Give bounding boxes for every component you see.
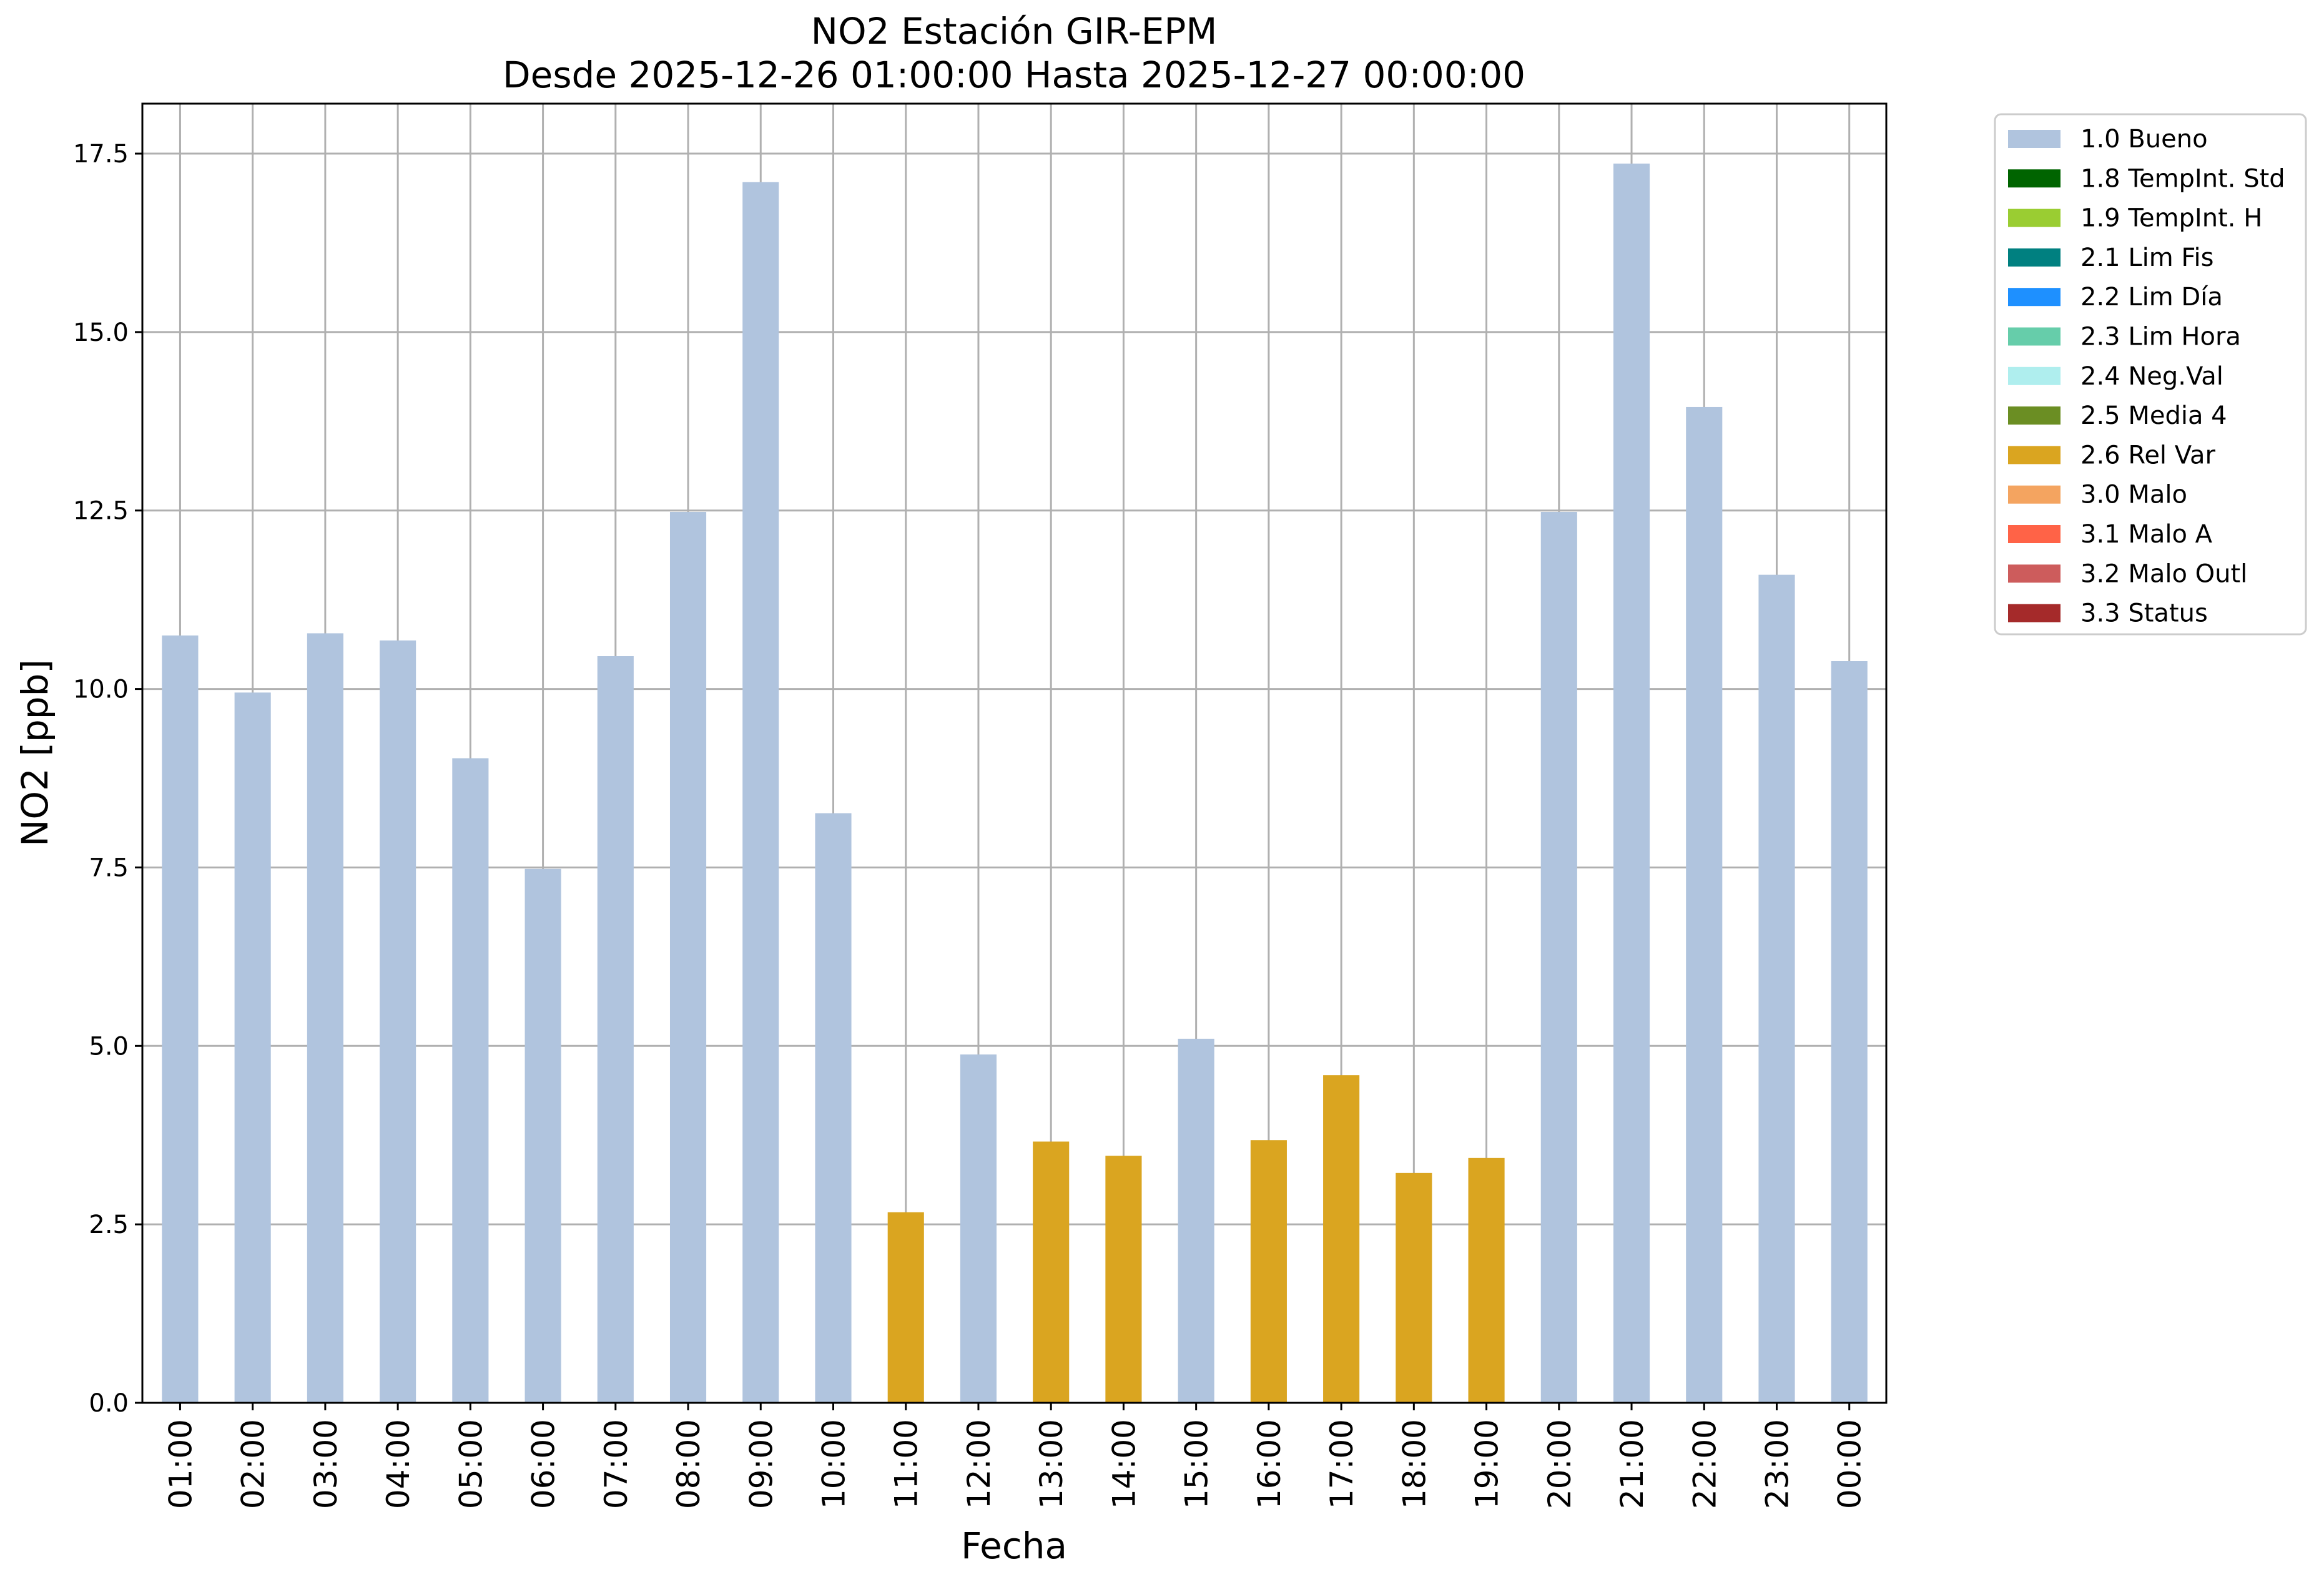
legend-swatch <box>2008 406 2061 425</box>
legend-entries: 1.0 Bueno 1.8 TempInt. Std 1.9 TempInt. H 2… <box>2008 125 2285 628</box>
legend-swatch <box>2008 525 2061 543</box>
x-tick-label: 02:00 <box>235 1419 272 1509</box>
legend-label: 2.1 Lim Fis <box>2080 243 2213 272</box>
x-tick-label: 03:00 <box>308 1419 344 1509</box>
x-tick-label: 10:00 <box>816 1419 852 1509</box>
y-tick-label: 0.0 <box>89 1389 129 1418</box>
x-tick-label: 00:00 <box>1832 1419 1868 1509</box>
bar-12:00 <box>960 1054 997 1403</box>
x-tick-label: 16:00 <box>1251 1419 1288 1509</box>
bar-03:00 <box>307 633 343 1403</box>
bars <box>162 164 1868 1403</box>
x-tick-label: 22:00 <box>1686 1419 1723 1509</box>
legend-label: 1.0 Bueno <box>2080 125 2208 154</box>
bar-01:00 <box>162 635 199 1403</box>
legend-swatch <box>2008 169 2061 188</box>
y-tick-label: 15.0 <box>73 318 129 347</box>
bar-07:00 <box>597 656 634 1403</box>
legend-label: 2.5 Media 4 <box>2080 401 2227 430</box>
legend-swatch <box>2008 366 2061 385</box>
bar-19:00 <box>1468 1157 1505 1403</box>
y-tick-label: 10.0 <box>73 676 129 704</box>
x-tick-label: 09:00 <box>743 1419 779 1509</box>
bar-04:00 <box>380 640 416 1403</box>
x-tick-label: 19:00 <box>1469 1419 1505 1509</box>
bar-08:00 <box>669 512 707 1403</box>
x-tick-label: 11:00 <box>889 1419 925 1509</box>
legend-swatch <box>2008 248 2061 267</box>
bar-14:00 <box>1105 1156 1142 1403</box>
x-tick-label: 17:00 <box>1324 1419 1360 1509</box>
bar-09:00 <box>742 182 779 1403</box>
chart-subtitle: Desde 2025-12-26 01:00:00 Hasta 2025-12-… <box>503 54 1525 96</box>
legend-label: 2.2 Lim Día <box>2080 283 2223 312</box>
x-tick-label: 07:00 <box>598 1419 634 1509</box>
legend-swatch <box>2008 327 2061 346</box>
y-axis-label: NO2 [ppb] <box>14 659 56 847</box>
legend-label: 2.6 Rel Var <box>2080 441 2216 469</box>
x-tick-label: 15:00 <box>1179 1419 1215 1509</box>
legend-label: 1.8 TempInt. Std <box>2080 164 2285 193</box>
legend-swatch <box>2008 288 2061 307</box>
x-tick-label: 08:00 <box>671 1419 707 1509</box>
legend-frame <box>1994 113 2307 636</box>
bar-13:00 <box>1033 1141 1070 1403</box>
x-tick-label: 21:00 <box>1614 1419 1650 1509</box>
x-tick-label: 01:00 <box>162 1419 199 1509</box>
y-tick-label: 2.5 <box>89 1211 129 1239</box>
legend-label: 2.3 Lim Hora <box>2080 323 2241 351</box>
legend-swatch <box>2008 604 2061 622</box>
bar-20:00 <box>1540 512 1577 1403</box>
bar-16:00 <box>1250 1140 1287 1403</box>
x-tick-label: 04:00 <box>380 1419 416 1509</box>
bar-10:00 <box>815 813 852 1403</box>
bar-22:00 <box>1686 406 1723 1403</box>
legend-swatch <box>2008 130 2061 148</box>
bar-17:00 <box>1323 1075 1360 1403</box>
legend-label: 3.1 Malo A <box>2080 520 2213 549</box>
bar-05:00 <box>452 758 489 1403</box>
y-tick-label: 12.5 <box>73 497 129 526</box>
legend-label: 3.3 Status <box>2080 599 2208 628</box>
chart-title: NO2 Estación GIR-EPM <box>811 10 1218 52</box>
x-tick-label: 18:00 <box>1396 1419 1432 1509</box>
bar-00:00 <box>1831 661 1868 1403</box>
bar-15:00 <box>1178 1038 1214 1403</box>
plot-frame <box>141 102 1888 1404</box>
x-axis-label: Fecha <box>961 1525 1067 1567</box>
x-tick-label: 20:00 <box>1542 1419 1578 1509</box>
x-tick-label: 23:00 <box>1759 1419 1795 1509</box>
bar-11:00 <box>887 1212 924 1403</box>
legend-label: 3.0 Malo <box>2080 481 2187 509</box>
bar-21:00 <box>1613 164 1650 1403</box>
bar-18:00 <box>1396 1172 1432 1403</box>
legend-swatch <box>2008 485 2061 504</box>
y-tick-label: 7.5 <box>89 853 129 882</box>
legend-swatch <box>2008 446 2061 464</box>
y-axis-ticks: 0.0 2.5 5.0 7.5 10.0 12.5 15.0 17.5 <box>73 140 142 1418</box>
bar-02:00 <box>234 692 271 1403</box>
x-tick-label: 12:00 <box>961 1419 997 1509</box>
x-tick-label: 06:00 <box>526 1419 562 1509</box>
x-axis-ticks: 01:00 02:00 03:00 04:00 05:00 06:00 07:00 08:00… <box>162 1403 1868 1509</box>
y-tick-label: 5.0 <box>89 1032 129 1061</box>
legend-label: 2.4 Neg.Val <box>2080 362 2223 391</box>
bar-23:00 <box>1758 574 1795 1403</box>
x-tick-label: 13:00 <box>1033 1419 1070 1509</box>
legend-swatch <box>2008 564 2061 583</box>
legend-label: 1.9 TempInt. H <box>2080 204 2262 233</box>
legend: 1.0 Bueno 1.8 TempInt. Std 1.9 TempInt. H 2… <box>1994 113 2307 636</box>
x-tick-label: 05:00 <box>453 1419 489 1509</box>
legend-label: 3.2 Malo Outl <box>2080 559 2247 588</box>
x-tick-label: 14:00 <box>1106 1419 1142 1509</box>
legend-swatch <box>2008 209 2061 227</box>
y-tick-label: 17.5 <box>73 140 129 169</box>
bar-06:00 <box>524 868 561 1403</box>
